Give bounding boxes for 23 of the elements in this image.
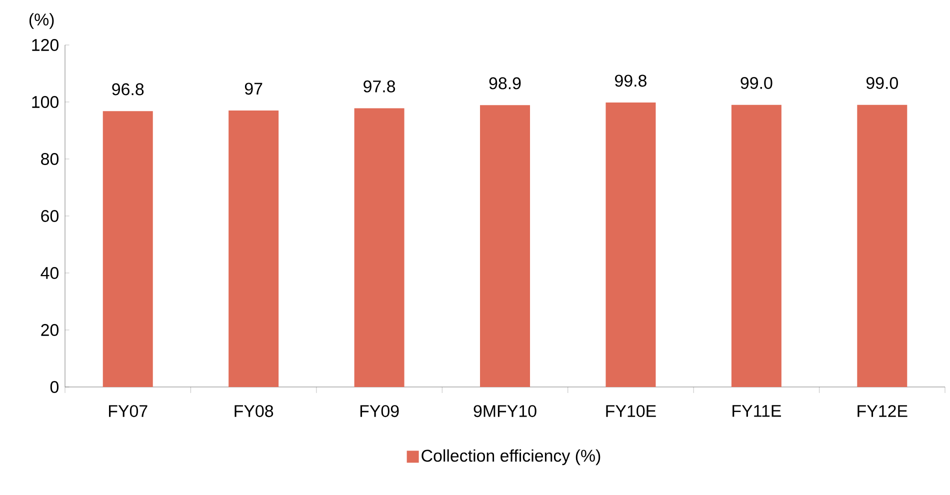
y-tick-label: 80 (41, 152, 59, 165)
x-tick-label: FY10E (606, 405, 656, 418)
y-tick-label: 20 (41, 324, 59, 336)
x-tick-label: 9MFY10 (474, 405, 536, 418)
y-tick-label: 60 (41, 210, 59, 222)
data-label: 98.9 (489, 77, 521, 90)
y-tick-label: 120 (32, 38, 59, 51)
data-label: 97 (244, 82, 262, 95)
x-tick-label: FY09 (360, 405, 399, 418)
x-tick-label: FY12E (858, 405, 908, 417)
x-tick-label: FY08 (234, 405, 274, 418)
x-tick-label: FY11E (732, 405, 781, 417)
y-axis-title: (%) (29, 13, 54, 29)
legend-label: Collection efficiency (%) (422, 449, 600, 466)
data-label: 96.8 (112, 83, 144, 96)
data-label: 99.0 (866, 77, 898, 89)
data-label: 99.0 (740, 77, 772, 89)
data-label: 97.8 (364, 80, 396, 92)
data-label: 99.8 (615, 74, 646, 87)
x-tick-label: FY07 (109, 405, 148, 418)
y-tick-label: 40 (40, 266, 59, 279)
y-tick-label: 100 (32, 96, 59, 108)
y-tick-label: 0 (50, 380, 59, 393)
